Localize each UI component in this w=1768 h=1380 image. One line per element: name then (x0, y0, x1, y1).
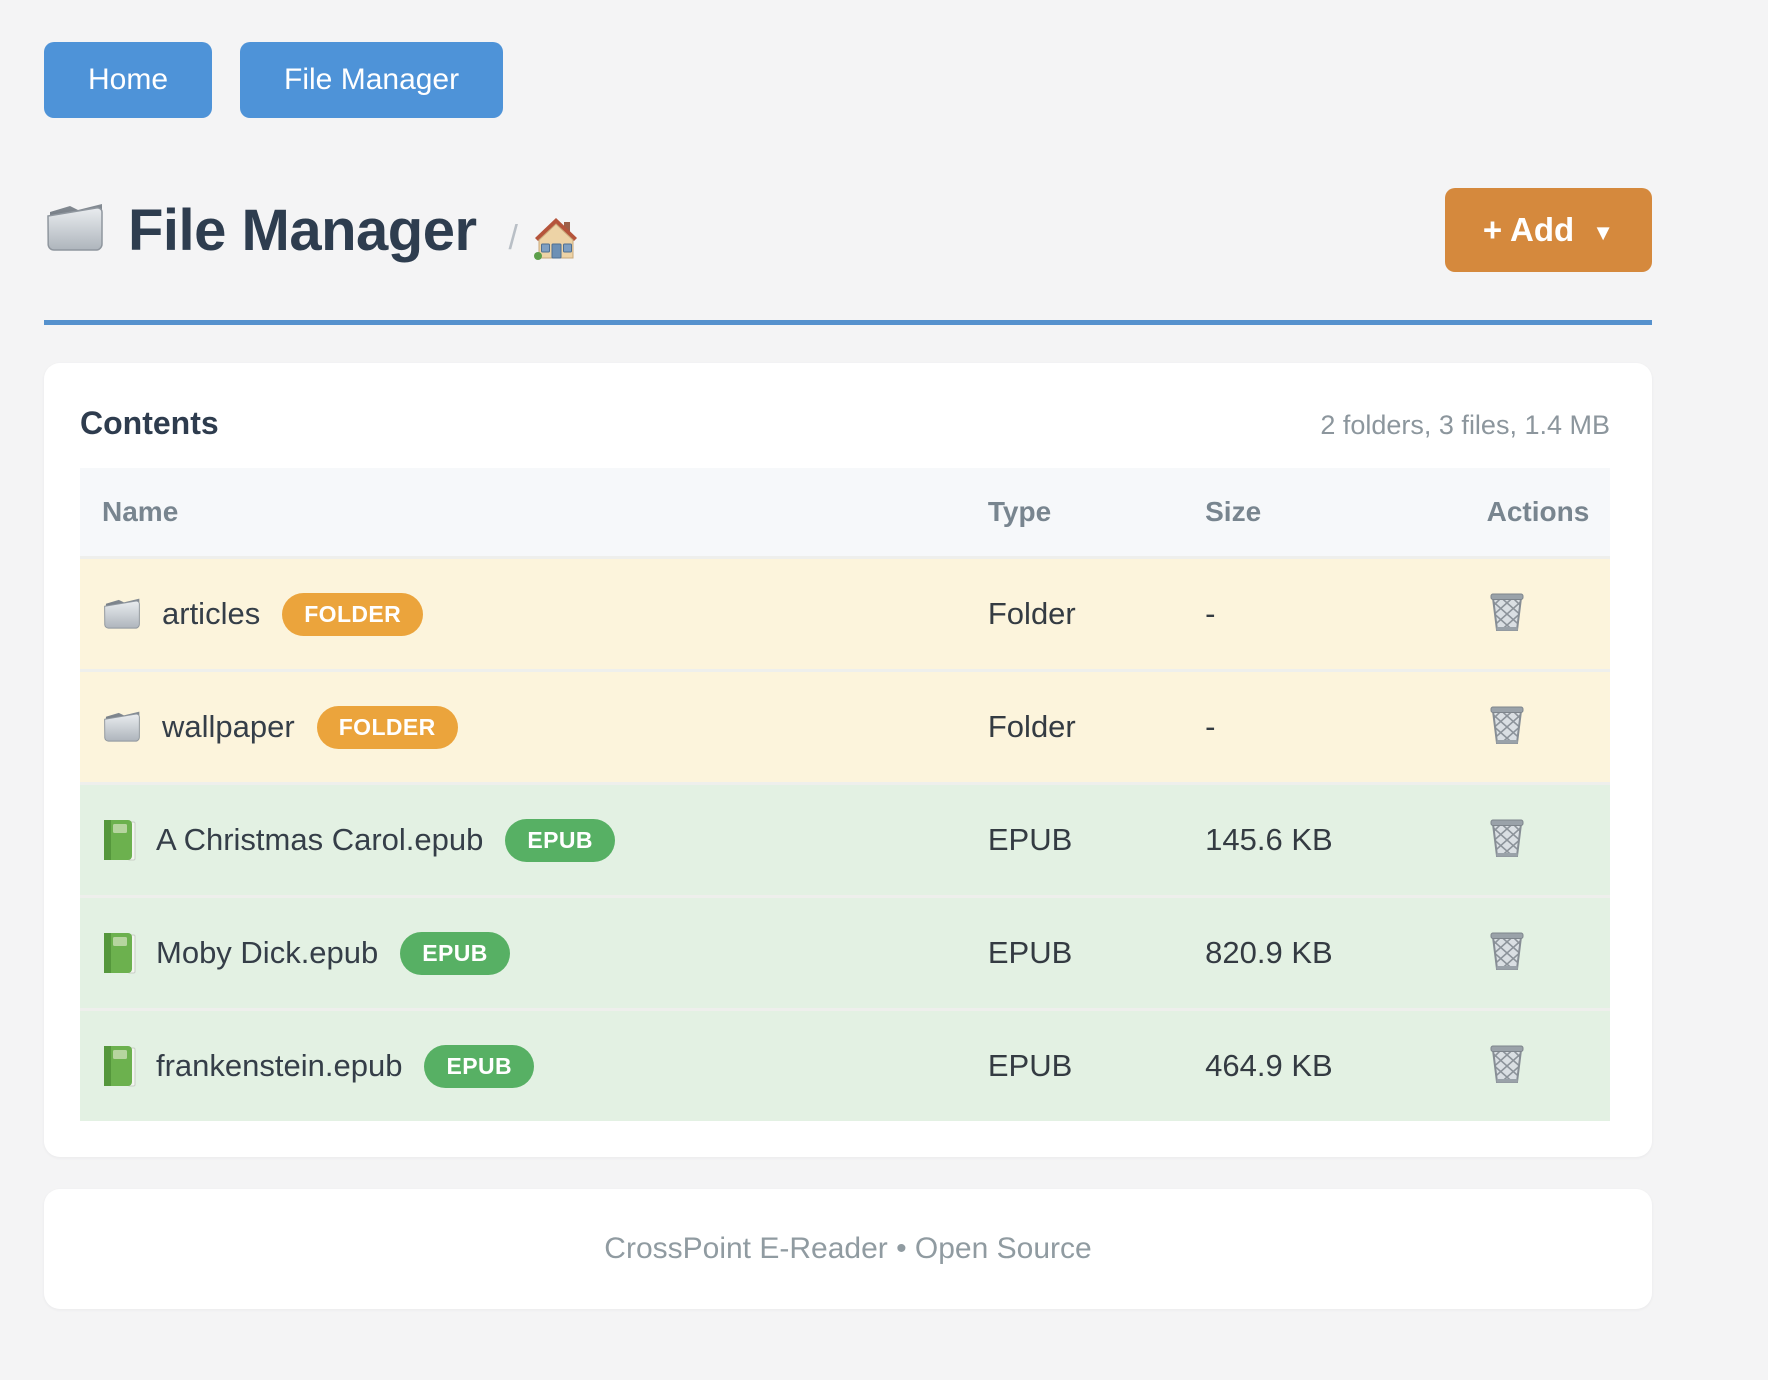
delete-button[interactable] (1487, 1040, 1527, 1087)
green-book-icon (102, 1045, 136, 1087)
trash-icon (1487, 588, 1527, 635)
delete-button[interactable] (1487, 588, 1527, 635)
type-badge: EPUB (400, 931, 510, 975)
title-group: File Manager / (44, 197, 578, 264)
breadcrumb-separator: / (508, 218, 518, 257)
page-title: File Manager (128, 197, 477, 263)
contents-summary: 2 folders, 3 files, 1.4 MB (1320, 410, 1610, 440)
table-row: wallpaper FOLDER Folder - (80, 669, 1610, 784)
delete-button[interactable] (1487, 701, 1527, 748)
file-table: Name Type Size Actions articles FOLDER F… (80, 468, 1610, 1121)
type-badge: FOLDER (282, 592, 424, 636)
table-row: articles FOLDER Folder - (80, 556, 1610, 671)
item-type: Folder (965, 556, 1184, 671)
table-row: Moby Dick.epub EPUB EPUB 820.9 KB (80, 895, 1610, 1010)
item-size: - (1183, 669, 1465, 784)
trash-icon (1487, 814, 1527, 861)
name-cell: A Christmas Carol.epub EPUB (102, 818, 966, 862)
title-divider (44, 320, 1652, 325)
type-badge: FOLDER (316, 705, 458, 749)
contents-heading: Contents (80, 405, 219, 441)
file-manager-button[interactable]: File Manager (240, 42, 504, 118)
item-name[interactable]: Moby Dick.epub (156, 935, 379, 970)
column-header-actions: Actions (1464, 468, 1610, 558)
type-badge: EPUB (424, 1044, 534, 1088)
green-book-icon (102, 932, 136, 974)
trash-icon (1487, 927, 1527, 974)
name-cell: Moby Dick.epub EPUB (102, 931, 966, 975)
add-button-label: + Add (1482, 211, 1575, 248)
type-badge: EPUB (505, 818, 615, 862)
column-header-type: Type (965, 468, 1184, 558)
house-icon[interactable] (534, 216, 578, 260)
chevron-down-icon: ▼ (1592, 219, 1614, 245)
column-header-name: Name (80, 468, 966, 558)
table-row: A Christmas Carol.epub EPUB EPUB 145.6 K… (80, 782, 1610, 897)
add-button[interactable]: + Add ▼ (1444, 188, 1652, 272)
item-type: EPUB (965, 1008, 1184, 1121)
footer-card: CrossPoint E-Reader • Open Source (44, 1189, 1652, 1309)
table-row: frankenstein.epub EPUB EPUB 464.9 KB (80, 1008, 1610, 1121)
contents-table-body: articles FOLDER Folder - wallpaper (80, 556, 1610, 1121)
page: Home File Manager File Manager / + Add ▼… (44, 42, 1652, 1309)
item-name[interactable]: articles (162, 596, 261, 631)
contents-card-header: Contents 2 folders, 3 files, 1.4 MB (80, 405, 1610, 442)
trash-icon (1487, 701, 1527, 748)
green-book-icon (102, 819, 136, 861)
item-size: 464.9 KB (1183, 1008, 1465, 1121)
table-header-row: Name Type Size Actions (80, 468, 1610, 558)
page-header: File Manager / + Add ▼ (44, 188, 1652, 272)
contents-card: Contents 2 folders, 3 files, 1.4 MB Name… (44, 363, 1652, 1157)
folder-icon (102, 709, 142, 745)
item-name[interactable]: A Christmas Carol.epub (156, 822, 484, 857)
item-size: - (1183, 556, 1465, 671)
item-type: Folder (965, 669, 1184, 784)
folder-icon (102, 596, 142, 632)
name-cell: articles FOLDER (102, 592, 966, 636)
folder-icon (44, 200, 106, 261)
item-type: EPUB (965, 895, 1184, 1010)
name-cell: wallpaper FOLDER (102, 705, 966, 749)
item-name[interactable]: frankenstein.epub (156, 1048, 403, 1083)
column-header-size: Size (1183, 468, 1465, 558)
top-nav: Home File Manager (44, 42, 1652, 118)
trash-icon (1487, 1040, 1527, 1087)
item-name[interactable]: wallpaper (162, 709, 295, 744)
delete-button[interactable] (1487, 814, 1527, 861)
delete-button[interactable] (1487, 927, 1527, 974)
item-size: 820.9 KB (1183, 895, 1465, 1010)
item-type: EPUB (965, 782, 1184, 897)
home-button[interactable]: Home (44, 42, 213, 118)
footer-text: CrossPoint E-Reader • Open Source (604, 1232, 1092, 1265)
item-size: 145.6 KB (1183, 782, 1465, 897)
breadcrumb: / (509, 200, 578, 260)
name-cell: frankenstein.epub EPUB (102, 1044, 966, 1088)
